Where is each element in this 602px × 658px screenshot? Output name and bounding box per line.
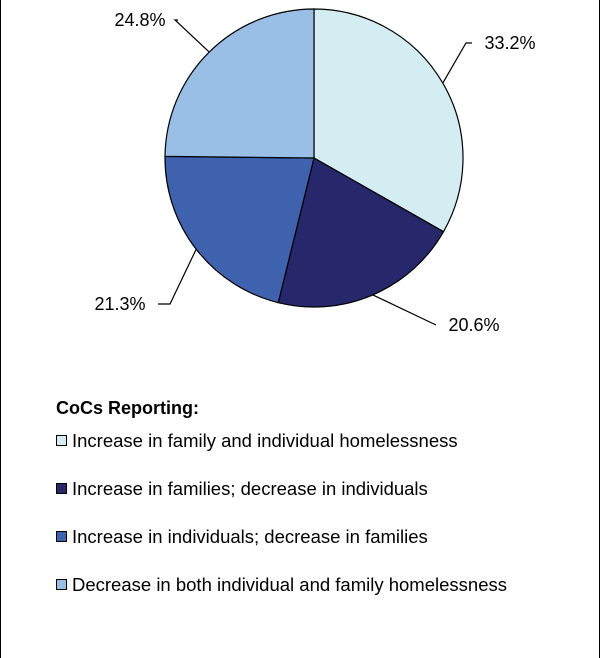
legend-swatch	[56, 579, 67, 590]
leader-line	[173, 19, 210, 53]
legend-label: Increase in family and individual homele…	[72, 430, 458, 451]
pie-slice	[277, 157, 445, 308]
legend-swatch	[56, 435, 67, 446]
pie-chart: 33.2% 20.6% 21.3% 24.8%	[94, 8, 536, 335]
legend-item: Increase in family and individual homele…	[56, 430, 596, 452]
legend-label: Decrease in both individual and family h…	[72, 574, 507, 595]
legend-label: Increase in individuals; decrease in fam…	[72, 526, 428, 547]
leader-line	[442, 42, 472, 84]
legend-swatch	[56, 483, 67, 494]
data-label: 24.8%	[114, 10, 165, 30]
data-label: 21.3%	[94, 294, 145, 314]
legend-swatch	[56, 531, 67, 542]
legend: Increase in family and individual homele…	[56, 430, 596, 622]
legend-title: CoCs Reporting:	[56, 398, 199, 418]
pie-slice	[164, 155, 315, 304]
legend-label: Increase in families; decrease in indivi…	[72, 478, 428, 499]
legend-item: Decrease in both individual and family h…	[56, 574, 596, 596]
data-label: 33.2%	[484, 33, 535, 53]
legend-item: Increase in individuals; decrease in fam…	[56, 526, 596, 548]
leader-line	[158, 248, 197, 305]
pie-slice	[313, 8, 464, 233]
leader-line	[372, 294, 437, 326]
legend-item: Increase in families; decrease in indivi…	[56, 478, 596, 500]
pie-slice	[164, 8, 315, 159]
data-label: 20.6%	[448, 315, 499, 335]
